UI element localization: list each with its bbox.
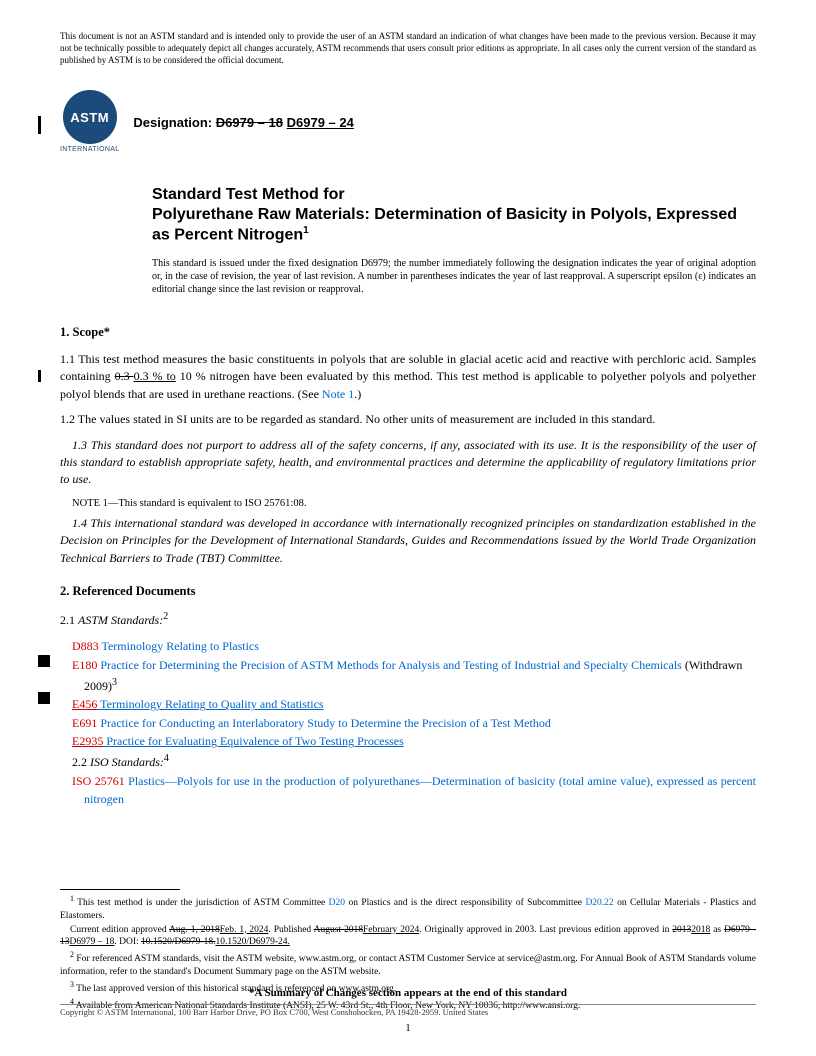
copyright: Copyright © ASTM International, 100 Barr… bbox=[60, 1004, 756, 1018]
s22label: ISO Standards: bbox=[90, 755, 164, 769]
f1-link1[interactable]: D20 bbox=[329, 898, 345, 908]
footnote-divider bbox=[60, 889, 180, 890]
change-bar-designation bbox=[38, 116, 41, 134]
f1-link2[interactable]: D20.22 bbox=[585, 898, 613, 908]
ref-e691: E691 Practice for Conducting an Interlab… bbox=[72, 714, 756, 733]
f12o1: Aug. 1, 2018 bbox=[169, 925, 220, 935]
summary-note: *A Summary of Changes section appears at… bbox=[60, 986, 756, 1001]
e456-code[interactable]: E456 bbox=[72, 697, 97, 711]
title-line1: Standard Test Method for bbox=[152, 185, 756, 205]
f12n2: February 2024 bbox=[363, 925, 419, 935]
title-block: Standard Test Method for Polyurethane Ra… bbox=[152, 185, 756, 245]
para-2-1: 2.1 ASTM Standards:2 bbox=[60, 610, 756, 629]
f12o3: 2013 bbox=[672, 925, 691, 935]
e456-text[interactable]: Terminology Relating to Quality and Stat… bbox=[97, 697, 323, 711]
note1-link[interactable]: Note 1 bbox=[322, 387, 354, 401]
p11new: 0.3 % to bbox=[134, 369, 176, 383]
designation-label: Designation: bbox=[133, 115, 212, 130]
e2935-text[interactable]: Practice for Evaluating Equivalence of T… bbox=[103, 734, 403, 748]
section-2-head: 2. Referenced Documents bbox=[60, 583, 756, 600]
p11c: .) bbox=[354, 387, 361, 401]
header-row: ASTM INTERNATIONAL Designation: D6979 – … bbox=[60, 90, 756, 154]
note-1: NOTE 1—This standard is equivalent to IS… bbox=[60, 497, 756, 511]
title-sup: 1 bbox=[303, 225, 309, 236]
designation-old: D6979 – 18 bbox=[216, 115, 283, 130]
e691-code[interactable]: E691 bbox=[72, 716, 97, 730]
para-1-1: 1.1 This test method measures the basic … bbox=[60, 351, 756, 403]
change-bar-e2935 bbox=[38, 692, 50, 704]
ref-e2935: E2935 Practice for Evaluating Equivalenc… bbox=[72, 732, 756, 751]
p11old: 0.3 bbox=[115, 369, 134, 383]
e180-sup: 3 bbox=[112, 677, 117, 688]
f1a: This test method is under the jurisdicti… bbox=[74, 898, 329, 908]
s21sup: 2 bbox=[163, 611, 168, 622]
e2935-code[interactable]: E2935 bbox=[72, 734, 103, 748]
para-1-3: 1.3 This standard does not purport to ad… bbox=[60, 437, 756, 489]
ref-d883: D883 Terminology Relating to Plastics bbox=[72, 637, 756, 656]
astm-logo: ASTM INTERNATIONAL bbox=[60, 90, 119, 154]
f12a: Current edition approved bbox=[70, 925, 169, 935]
para-2-2: 2.2 ISO Standards:4 bbox=[72, 751, 756, 772]
footnote-1: 1 This test method is under the jurisdic… bbox=[60, 894, 756, 923]
title-line2-text: Polyurethane Raw Materials: Determinatio… bbox=[152, 206, 737, 243]
f12e: . DOI: bbox=[114, 937, 141, 947]
ref-iso25761: ISO 25761 Plastics—Polyols for use in th… bbox=[72, 772, 756, 809]
footnote-2: 2 For referenced ASTM standards, visit t… bbox=[60, 950, 756, 979]
page-number: 1 bbox=[60, 1021, 756, 1036]
f12b: . Published bbox=[268, 925, 313, 935]
para-1-4: 1.4 This international standard was deve… bbox=[60, 515, 756, 567]
top-disclaimer: This document is not an ASTM standard an… bbox=[60, 30, 756, 66]
title-line2: Polyurethane Raw Materials: Determinatio… bbox=[152, 205, 756, 245]
f12o2: August 2018 bbox=[314, 925, 363, 935]
footnote-1b: Current edition approved Aug. 1, 2018Feb… bbox=[60, 924, 756, 950]
f12n3: 2018 bbox=[691, 925, 710, 935]
issue-note: This standard is issued under the fixed … bbox=[152, 257, 756, 296]
ref-e456: E456 Terminology Relating to Quality and… bbox=[72, 695, 756, 714]
designation-new: D6979 – 24 bbox=[287, 115, 354, 130]
f12n4: D6979 – 18 bbox=[70, 937, 115, 947]
s1-head-text: 1. Scope* bbox=[60, 325, 110, 339]
f12c: . Originally approved in 2003. Last prev… bbox=[419, 925, 672, 935]
f2: For referenced ASTM standards, visit the… bbox=[60, 954, 756, 977]
f12d: as bbox=[710, 925, 724, 935]
section-1-head: 1. Scope* bbox=[60, 324, 756, 341]
ref-list: D883 Terminology Relating to Plastics E1… bbox=[72, 637, 756, 808]
s22sup: 4 bbox=[164, 753, 169, 764]
e180-text[interactable]: Practice for Determining the Precision o… bbox=[97, 658, 682, 672]
change-bar-1-1 bbox=[38, 370, 41, 382]
s21prefix: 2.1 bbox=[60, 613, 78, 627]
change-bar-e456 bbox=[38, 655, 50, 667]
logo-text: ASTM bbox=[70, 109, 109, 127]
ref-e180: E180 Practice for Determining the Precis… bbox=[72, 656, 756, 695]
f12o5: 10.1520/D6979-18. bbox=[141, 937, 215, 947]
page-footer: *A Summary of Changes section appears at… bbox=[60, 986, 756, 1036]
e180-code[interactable]: E180 bbox=[72, 658, 97, 672]
f12n5: 10.1520/D6979-24. bbox=[215, 937, 289, 947]
para-1-2: 1.2 The values stated in SI units are to… bbox=[60, 411, 756, 428]
iso-code[interactable]: ISO 25761 bbox=[72, 774, 125, 788]
iso-text[interactable]: Plastics—Polyols for use in the producti… bbox=[84, 774, 756, 807]
f12n1: Feb. 1, 2024 bbox=[220, 925, 269, 935]
designation: Designation: D6979 – 18 D6979 – 24 bbox=[133, 114, 353, 132]
f1b: on Plastics and is the direct responsibi… bbox=[345, 898, 585, 908]
d883-text[interactable]: Terminology Relating to Plastics bbox=[99, 639, 259, 653]
logo-subtext: INTERNATIONAL bbox=[60, 145, 119, 154]
logo-circle: ASTM bbox=[63, 90, 117, 144]
e691-text[interactable]: Practice for Conducting an Interlaborato… bbox=[97, 716, 551, 730]
s21label: ASTM Standards: bbox=[78, 613, 163, 627]
s22prefix: 2.2 bbox=[72, 755, 90, 769]
d883-code[interactable]: D883 bbox=[72, 639, 99, 653]
